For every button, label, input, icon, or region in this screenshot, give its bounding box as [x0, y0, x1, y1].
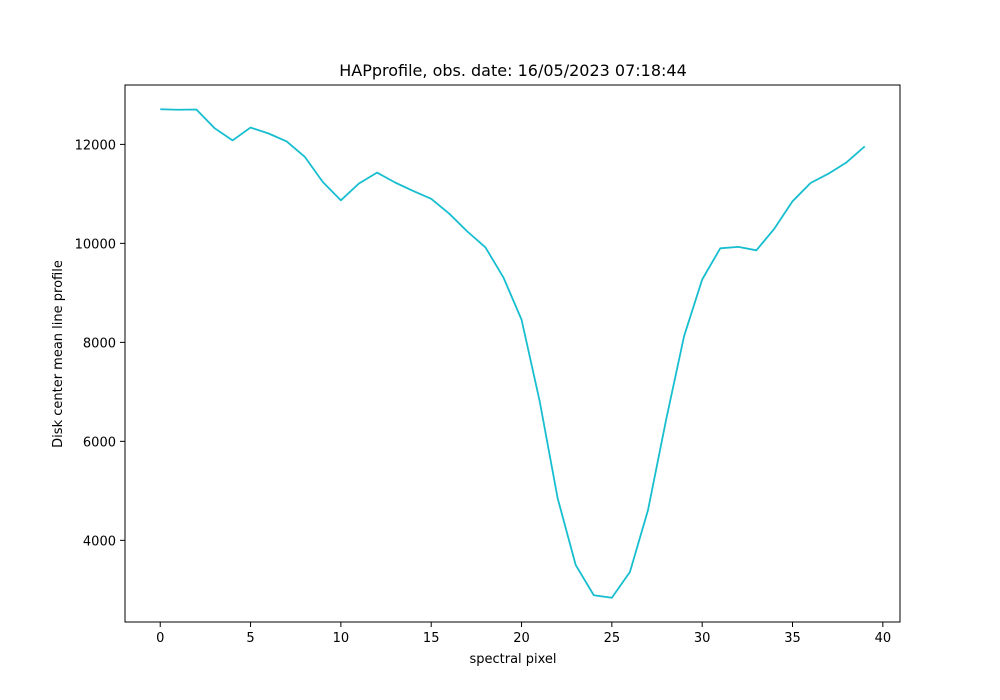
x-tick-label: 0	[156, 631, 164, 646]
y-tick-label: 12000	[75, 138, 116, 153]
chart-title: HAPprofile, obs. date: 16/05/2023 07:18:…	[339, 61, 687, 80]
y-axis-label: Disk center mean line profile	[51, 260, 66, 448]
x-axis: 0 5 10 15 20 25 30 35 40	[156, 622, 891, 646]
x-axis-label: spectral pixel	[469, 652, 556, 667]
x-tick-label: 15	[423, 631, 440, 646]
x-tick-label: 25	[604, 631, 621, 646]
x-tick-label: 5	[246, 631, 254, 646]
x-tick-label: 40	[875, 631, 892, 646]
x-tick-label: 10	[333, 631, 350, 646]
plot-area	[160, 108, 866, 599]
y-axis: 4000 6000 8000 10000 12000	[75, 138, 125, 549]
y-tick-label: 6000	[83, 435, 116, 450]
y-tick-label: 4000	[83, 534, 116, 549]
x-tick-label: 30	[694, 631, 711, 646]
axes-frame	[124, 84, 901, 623]
y-tick-label: 8000	[83, 336, 116, 351]
series-line	[160, 108, 866, 599]
y-tick-label: 10000	[75, 237, 116, 252]
x-tick-label: 35	[784, 631, 801, 646]
x-tick-label: 20	[513, 631, 530, 646]
